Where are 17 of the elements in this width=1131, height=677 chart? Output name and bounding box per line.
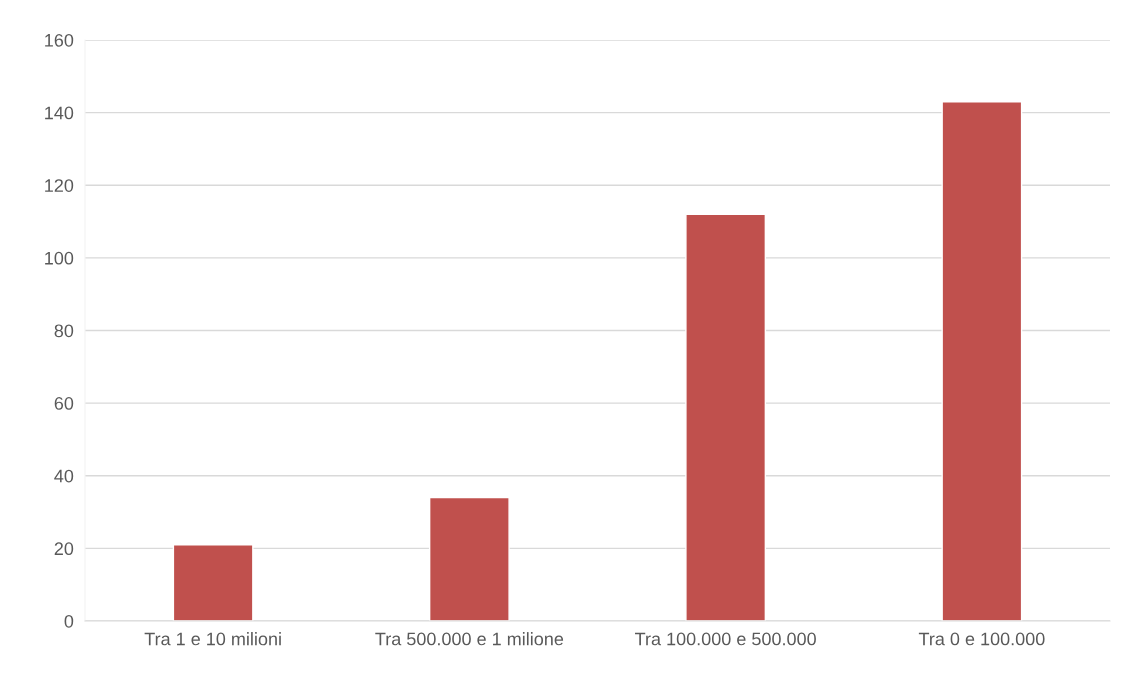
x-tick-label: Tra 500.000 e 1 milione (375, 632, 564, 646)
x-tick-label: Tra 100.000 e 500.000 (635, 632, 816, 646)
y-tick-label: 40 (54, 469, 74, 483)
x-tick-label: Tra 1 e 10 milioni (144, 632, 281, 646)
y-tick-label: 100 (45, 251, 74, 265)
bar (685, 213, 767, 621)
x-tick-label: Tra 0 e 100.000 (918, 632, 1045, 646)
y-tick-label: 60 (54, 397, 74, 410)
y-tick-label: 80 (54, 324, 74, 338)
y-tick-label: 20 (54, 542, 74, 556)
bar (172, 544, 254, 621)
y-tick-label: 160 (45, 33, 74, 47)
bar (941, 101, 1023, 621)
bar (428, 496, 510, 621)
y-tick-label: 140 (45, 106, 74, 120)
y-tick-label: 0 (64, 614, 74, 628)
y-tick-label: 120 (45, 179, 74, 192)
